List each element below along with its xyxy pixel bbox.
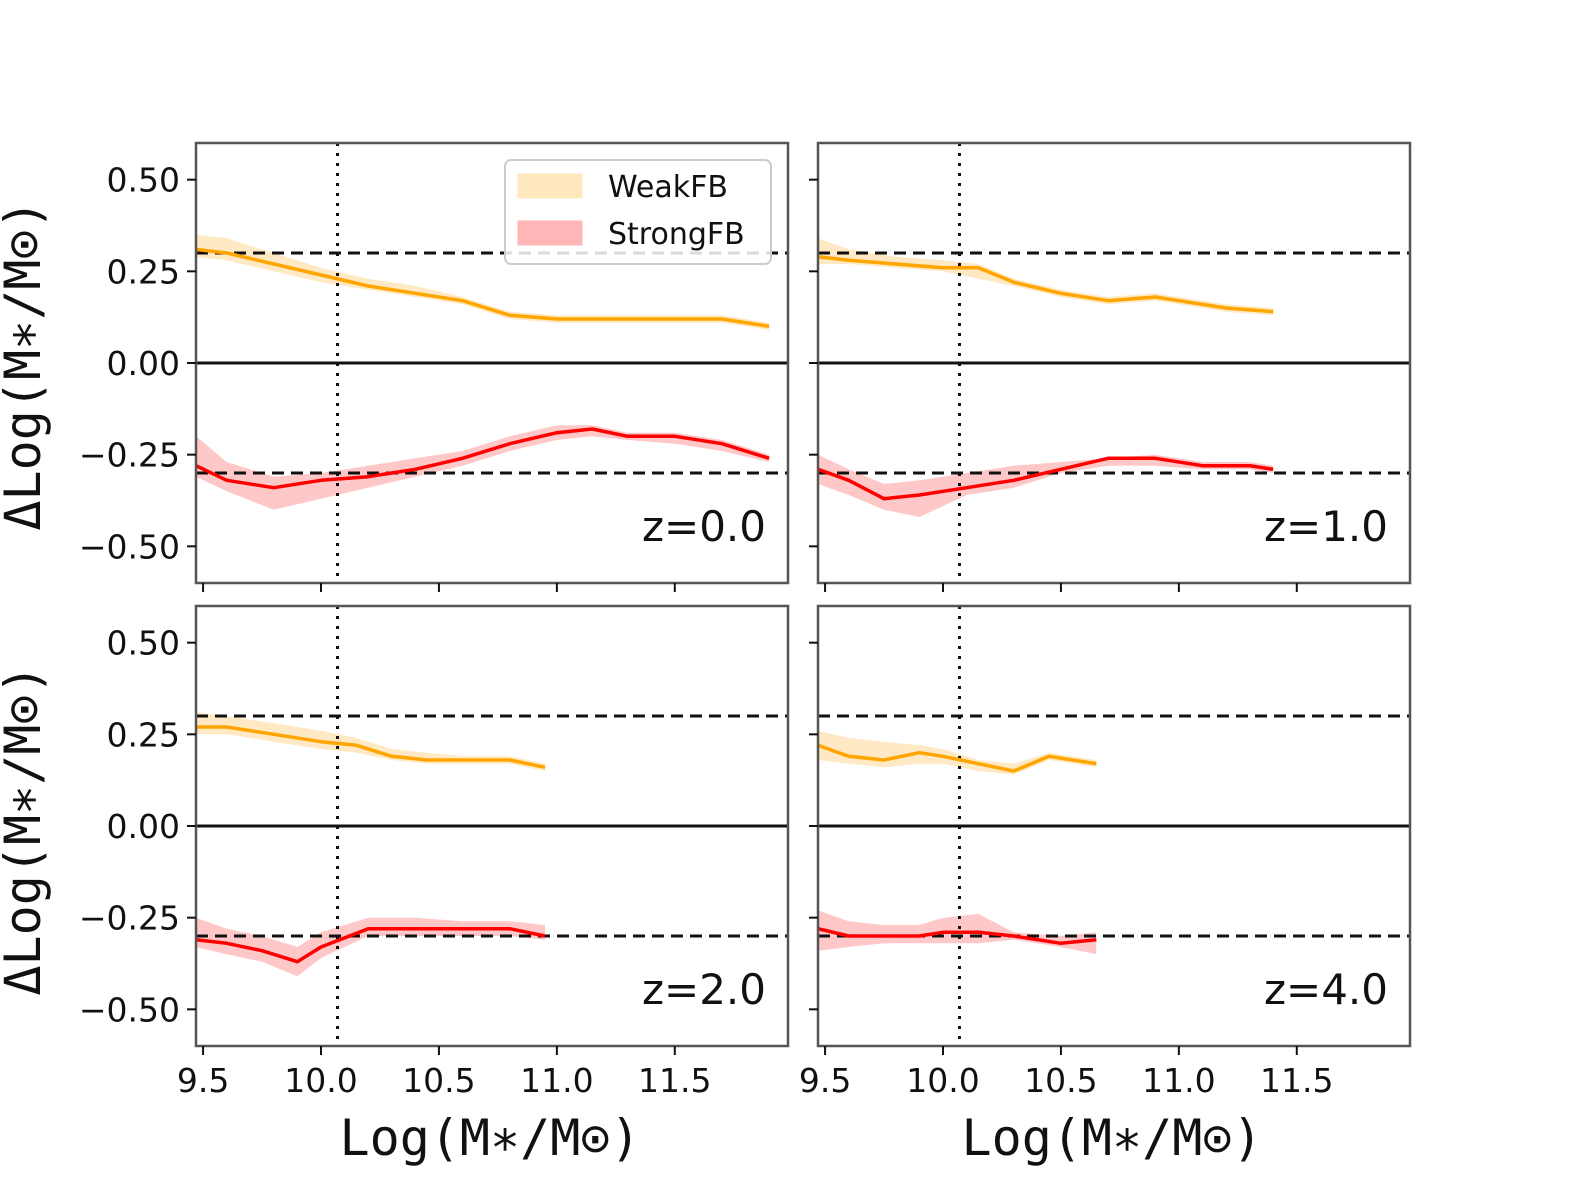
series-line-weakfb xyxy=(818,743,1097,773)
y-axis-title-top: ΔLog(M∗/M⊙) xyxy=(0,199,52,530)
band-strongfb xyxy=(818,454,1274,517)
series-line-strongfb xyxy=(196,926,546,964)
panel-1: 0.50 0.25 0.00 −0.25 −0.50 z=0.0 xyxy=(79,141,790,592)
legend-label-strongfb: StrongFB xyxy=(608,217,745,252)
legend-label-weakfb: WeakFB xyxy=(608,170,728,205)
series-line-weakfb xyxy=(196,247,770,329)
series-line-strongfb xyxy=(196,427,770,490)
x-tick-label: 9.5 xyxy=(799,1061,851,1100)
plot-area xyxy=(196,143,788,583)
band-weakfb xyxy=(818,730,1097,775)
x-tick-label: 11.5 xyxy=(1260,1061,1333,1100)
legend-swatch-strongfb xyxy=(517,220,583,246)
legend: WeakFB StrongFB xyxy=(504,159,772,265)
y-tick-label: −0.25 xyxy=(79,899,180,938)
x-axis-title-left: Log(M∗/M⊙) xyxy=(339,1109,640,1167)
x-tick-label: 9.5 xyxy=(177,1061,229,1100)
y-tick-label: −0.50 xyxy=(79,527,180,566)
legend-swatch-weakfb xyxy=(517,173,583,199)
y-tick-label: 0.50 xyxy=(107,161,180,200)
x-tick-label: 10.5 xyxy=(1024,1061,1097,1100)
panel-4: 9.5 10.0 10.5 11.0 11.5 z=4.0 xyxy=(799,604,1412,1100)
redshift-label: z=1.0 xyxy=(1264,502,1388,551)
series-line-strongfb xyxy=(818,456,1274,501)
x-axis-title-right: Log(M∗/M⊙) xyxy=(961,1109,1262,1167)
redshift-label: z=2.0 xyxy=(642,965,766,1014)
series-line-weakfb xyxy=(196,725,546,770)
band-strongfb xyxy=(196,425,770,510)
redshift-label: z=0.0 xyxy=(642,502,766,551)
panel-2: z=1.0 xyxy=(809,141,1412,592)
y-tick-label: 0.25 xyxy=(107,715,180,754)
band-weakfb xyxy=(196,712,546,771)
x-tick-label: 11.0 xyxy=(520,1061,593,1100)
series-line-strongfb xyxy=(818,926,1097,946)
band-strongfb xyxy=(196,917,546,977)
y-tick-label: 0.00 xyxy=(107,344,180,383)
x-tick-label: 10.0 xyxy=(906,1061,979,1100)
panel-3: 0.50 0.25 0.00 −0.25 −0.50 9.5 10.0 10.5 11.0 11.… xyxy=(79,604,790,1100)
y-axis-title-bottom: ΔLog(M∗/M⊙) xyxy=(0,664,52,995)
redshift-label: z=4.0 xyxy=(1264,965,1388,1014)
y-tick-label: 0.50 xyxy=(107,624,180,663)
x-tick-label: 11.0 xyxy=(1142,1061,1215,1100)
y-tick-label: −0.25 xyxy=(79,436,180,475)
x-tick-label: 11.5 xyxy=(638,1061,711,1100)
y-tick-label: 0.00 xyxy=(107,807,180,846)
plot-area xyxy=(818,606,1410,1046)
panels: 0.50 0.25 0.00 −0.25 −0.50 z=0.0 z=1.0 0.50 0.25… xyxy=(79,141,1412,1100)
plot-area xyxy=(818,143,1410,583)
y-tick-label: 0.25 xyxy=(107,252,180,291)
x-tick-label: 10.0 xyxy=(284,1061,357,1100)
x-tick-label: 10.5 xyxy=(402,1061,475,1100)
series-line-weakfb xyxy=(818,254,1274,314)
plot-area xyxy=(196,606,788,1046)
y-tick-label: −0.50 xyxy=(79,990,180,1029)
